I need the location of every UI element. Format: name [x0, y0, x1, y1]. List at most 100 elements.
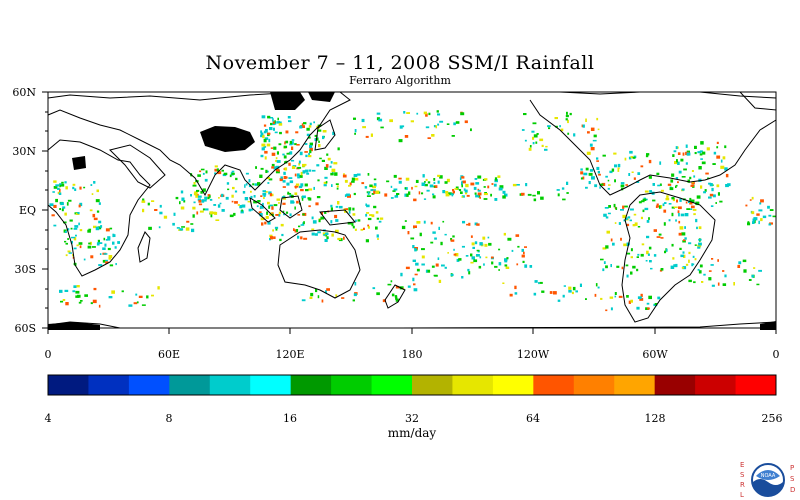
rain-cell — [625, 264, 629, 267]
rain-cell — [459, 177, 462, 181]
rain-cell — [68, 252, 72, 254]
rain-cell — [695, 201, 700, 206]
rain-cell — [65, 242, 68, 245]
logo-letter-l: L — [740, 491, 744, 499]
rain-cell — [679, 198, 682, 202]
rain-cell — [314, 233, 318, 236]
rain-cell — [679, 226, 684, 230]
rain-cell — [348, 207, 352, 211]
coastline-north-america — [529, 91, 777, 196]
rain-cell — [303, 221, 305, 225]
rain-cell — [536, 133, 539, 135]
rain-cell — [580, 171, 584, 175]
rain-cell — [629, 208, 634, 211]
rain-cell — [435, 125, 437, 129]
rain-cell — [621, 266, 624, 270]
rain-cell — [309, 147, 313, 152]
rain-cell — [96, 189, 99, 193]
rain-cell — [264, 221, 267, 225]
rain-cell — [335, 229, 339, 233]
rain-cell — [693, 175, 696, 178]
rain-cell — [681, 188, 685, 191]
rain-cell — [446, 123, 450, 125]
rain-cell — [707, 177, 710, 180]
coastline-sumatra — [249, 197, 276, 223]
rain-cell — [365, 213, 368, 217]
rain-cell — [260, 217, 264, 221]
rain-cell — [186, 220, 190, 223]
lon-label-0: 0 — [45, 348, 52, 361]
rain-cell — [460, 112, 465, 116]
rain-cell — [596, 117, 599, 121]
rain-cell — [263, 124, 267, 127]
rain-cell — [659, 205, 663, 209]
rain-cell — [277, 117, 279, 121]
rain-cell — [559, 125, 561, 128]
rain-cell — [219, 202, 222, 205]
lon-label-120w: 120W — [517, 348, 550, 361]
rain-cell — [431, 265, 435, 268]
rain-cell — [632, 265, 636, 269]
rain-cell — [430, 241, 434, 244]
rain-cell — [556, 189, 560, 191]
rain-cell — [461, 196, 464, 198]
rain-cell — [313, 121, 315, 124]
rain-cell — [426, 269, 431, 273]
rain-cell — [274, 226, 279, 229]
rain-cell — [73, 237, 77, 241]
rain-cell — [210, 214, 213, 218]
rain-cell — [229, 174, 232, 178]
rain-cell — [700, 185, 703, 189]
rain-cell — [373, 189, 376, 193]
rain-cell — [628, 300, 631, 304]
rain-cell — [602, 154, 606, 157]
rain-cell — [59, 184, 61, 188]
rain-cell — [516, 184, 520, 186]
rain-cell — [428, 112, 431, 116]
rain-cell — [387, 283, 392, 286]
rain-cell — [716, 184, 720, 188]
rain-cell — [626, 274, 629, 278]
rain-cell — [214, 168, 218, 172]
rain-cell — [668, 219, 671, 222]
rain-cell — [308, 169, 312, 172]
rain-cell — [205, 170, 208, 174]
rain-cell — [104, 259, 108, 262]
rain-cell — [300, 171, 303, 176]
rain-cell — [712, 184, 714, 186]
rain-cell — [330, 207, 333, 211]
rain-cell — [272, 213, 274, 217]
rain-cell — [614, 292, 617, 295]
rain-cell — [396, 193, 400, 195]
rain-cell — [465, 255, 469, 257]
rain-cell — [618, 222, 621, 225]
rain-cell — [605, 309, 608, 312]
rain-cell — [456, 258, 460, 262]
rain-cell — [684, 213, 689, 217]
rain-cell — [294, 143, 297, 146]
rain-cell — [322, 130, 327, 133]
rain-cell — [625, 184, 628, 186]
coastline-africa — [47, 139, 151, 277]
rain-cell — [521, 129, 525, 131]
rain-cell — [365, 135, 369, 138]
rain-cell — [363, 227, 365, 230]
rain-cell — [562, 198, 566, 201]
rain-cell — [367, 226, 370, 229]
rain-cell — [640, 216, 643, 220]
rain-cell — [227, 188, 230, 191]
coastline-south-america — [621, 191, 716, 323]
rain-cell — [300, 236, 303, 240]
rain-cell — [716, 141, 719, 144]
rain-cell — [652, 183, 655, 186]
rain-cell — [626, 223, 630, 227]
rain-cell — [474, 222, 478, 226]
colorbar-units: mm/day — [388, 426, 437, 440]
rain-cell — [334, 214, 338, 219]
colorbar-swatch — [290, 375, 332, 395]
rain-cell — [676, 199, 678, 203]
rain-cell — [760, 218, 763, 222]
rain-cell — [673, 206, 678, 208]
rain-cell — [148, 226, 152, 230]
rain-cell — [674, 161, 678, 165]
